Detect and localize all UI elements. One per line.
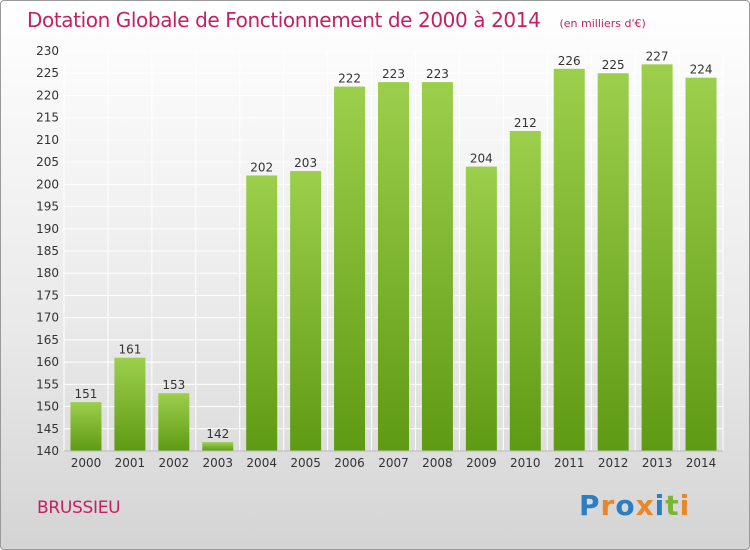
y-tick-label: 225 [36,66,59,80]
x-tick-label: 2007 [378,456,409,470]
y-tick-label: 150 [36,400,59,414]
bar-2001 [114,357,146,451]
x-tick-label: 2012 [598,456,629,470]
bar-2002 [158,393,190,451]
x-tick-label: 2003 [202,456,233,470]
x-tick-label: 2013 [642,456,673,470]
y-tick-label: 190 [36,222,59,236]
data-label: 224 [690,63,713,77]
logo-letter: P [579,489,601,522]
y-tick-label: 230 [36,44,59,58]
data-label: 151 [75,387,98,401]
y-tick-label: 185 [36,244,59,258]
x-tick-label: 2014 [686,456,717,470]
bar-2014 [685,77,717,452]
data-label: 202 [250,160,273,174]
commune-name: BRUSSIEU [37,498,121,518]
data-label: 223 [382,67,405,81]
y-tick-label: 165 [36,333,59,347]
bar-2008 [421,82,453,451]
bar-2003 [202,442,234,451]
x-tick-label: 2008 [422,456,453,470]
logo-letter: t [665,489,680,522]
label-layer: 151 161 153 142 202 203 222 223 223 204 212 226 225 2… [75,49,713,441]
x-tick-label: 2002 [159,456,190,470]
chart-title: Dotation Globale de Fonctionnement de 20… [27,8,541,32]
y-tick-label: 205 [36,155,59,169]
y-tick-label: 155 [36,377,59,391]
data-label: 222 [338,72,361,86]
bar-2013 [641,64,673,452]
data-label: 203 [294,156,317,170]
x-tick-label: 2001 [115,456,146,470]
data-label: 204 [470,152,493,166]
data-label: 153 [162,378,185,392]
logo-letter: o [615,489,636,522]
bar-2000 [70,402,102,451]
x-tick-label: 2004 [246,456,277,470]
bar-2011 [553,68,585,452]
proxiti-logo: Proxiti [579,489,690,522]
data-label: 223 [426,67,449,81]
y-tick-label: 180 [36,266,59,280]
x-tick-label: 2011 [554,456,585,470]
data-label: 225 [602,58,625,72]
y-tick-label: 215 [36,111,59,125]
data-label: 142 [206,427,229,441]
x-tick-label: 2005 [290,456,321,470]
y-tick-label: 145 [36,422,59,436]
bar-2009 [465,166,497,452]
data-label: 212 [514,116,537,130]
axis-layer: 1401451501551601651701751801851901952002… [36,44,723,470]
x-tick-label: 2010 [510,456,541,470]
bar-2006 [334,86,366,452]
y-tick-label: 170 [36,311,59,325]
bar-2004 [246,175,278,451]
y-tick-label: 160 [36,355,59,369]
x-tick-label: 2009 [466,456,497,470]
bar-layer [70,64,717,452]
bar-2005 [290,171,322,451]
y-tick-label: 210 [36,133,59,147]
y-tick-label: 175 [36,288,59,302]
logo-letter: x [635,489,655,522]
y-tick-label: 220 [36,88,59,102]
title-row: Dotation Globale de Fonctionnement de 20… [27,8,646,32]
x-tick-label: 2000 [71,456,102,470]
data-label: 226 [558,54,581,68]
data-label: 227 [646,49,669,63]
y-tick-label: 140 [36,444,59,458]
y-tick-label: 195 [36,200,59,214]
bar-2010 [509,131,541,451]
bar-2007 [378,82,409,451]
data-label: 161 [118,343,141,357]
bar-2012 [597,73,629,451]
x-tick-label: 2006 [334,456,365,470]
y-tick-label: 200 [36,177,59,191]
logo-letter: i [654,489,666,522]
chart-subtitle: (en milliers d'€) [559,17,646,30]
logo-letter: i [679,489,691,522]
logo-letter: r [600,489,616,522]
